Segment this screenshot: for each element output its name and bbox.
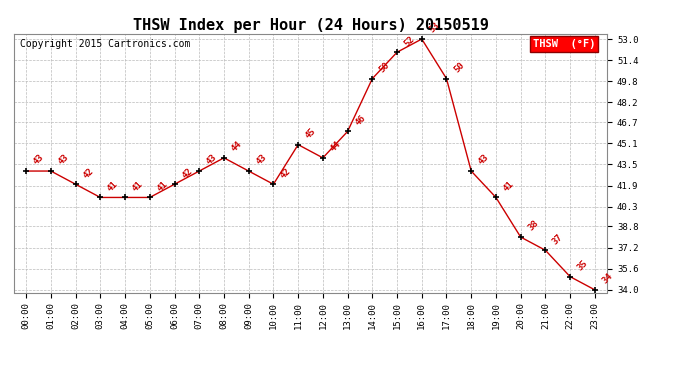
Text: 41: 41 [502,179,515,193]
Text: THSW  (°F): THSW (°F) [533,39,595,49]
Text: 42: 42 [180,166,194,180]
Text: 43: 43 [477,153,491,167]
Text: 35: 35 [575,258,590,273]
Text: 43: 43 [57,153,70,167]
Title: THSW Index per Hour (24 Hours) 20150519: THSW Index per Hour (24 Hours) 20150519 [132,18,489,33]
Text: 38: 38 [526,219,540,233]
Text: 50: 50 [452,60,466,75]
Text: 45: 45 [304,126,317,141]
Text: 44: 44 [328,140,342,154]
Text: 42: 42 [279,166,293,180]
Text: 37: 37 [551,232,565,246]
Text: 50: 50 [378,60,392,75]
Text: 41: 41 [130,179,145,193]
Text: 41: 41 [155,179,169,193]
Text: 53: 53 [427,21,442,35]
Text: 43: 43 [32,153,46,167]
Text: 46: 46 [353,113,367,127]
Text: 43: 43 [205,153,219,167]
Text: Copyright 2015 Cartronics.com: Copyright 2015 Cartronics.com [20,39,190,49]
Text: 52: 52 [402,34,417,48]
Text: 43: 43 [254,153,268,167]
Text: 42: 42 [81,166,95,180]
Text: 34: 34 [600,272,614,286]
Text: 41: 41 [106,179,120,193]
Text: 44: 44 [230,140,244,154]
